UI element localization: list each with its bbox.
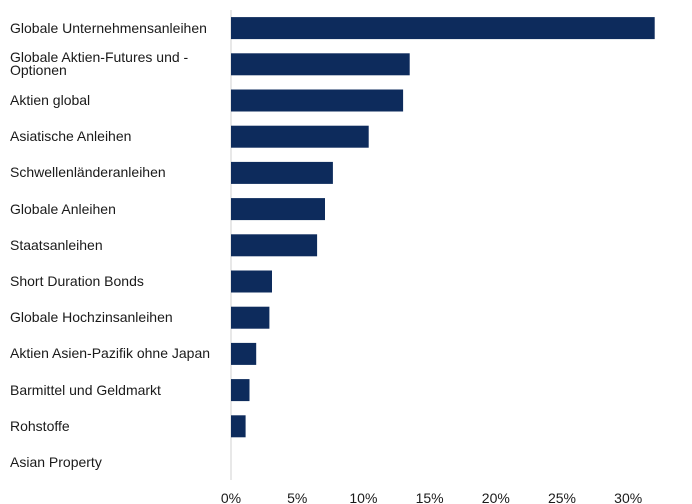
bar-11 — [231, 379, 250, 402]
category-label: Staatsanleihen — [10, 236, 103, 253]
category-label: Globale Aktien-Futures und -Optionen — [10, 49, 189, 79]
x-tick-label: 0% — [221, 490, 241, 504]
x-tick-label: 10% — [349, 490, 377, 504]
category-label: Rohstoffe — [10, 417, 70, 434]
bar-7 — [231, 234, 318, 257]
bar-1 — [231, 17, 655, 40]
bar-10 — [231, 342, 257, 365]
x-tick-label: 15% — [416, 490, 444, 504]
bar-8 — [231, 270, 272, 293]
category-label: Schwellenländeranleihen — [10, 164, 166, 181]
category-label: Globale Hochzinsanleihen — [10, 309, 173, 326]
category-label: Globale Anleihen — [10, 200, 116, 217]
x-tick-label: 30% — [614, 490, 642, 504]
bar-2 — [231, 53, 410, 76]
bar-5 — [231, 161, 333, 184]
bar-4 — [231, 125, 369, 148]
bar-6 — [231, 198, 325, 221]
bar-3 — [231, 89, 404, 112]
x-tick-label: 25% — [548, 490, 576, 504]
category-label: Globale Unternehmensanleihen — [10, 19, 207, 36]
category-label: Aktien Asien-Pazifik ohne Japan — [10, 345, 211, 362]
category-label: Asian Property — [10, 454, 102, 470]
category-label: Aktien global — [10, 92, 91, 108]
bar-9 — [231, 306, 270, 329]
x-tick-label: 5% — [287, 490, 307, 504]
category-label: Barmittel und Geldmarkt — [10, 381, 161, 398]
x-tick-label: 20% — [482, 490, 510, 504]
bar-12 — [231, 415, 246, 438]
category-label: Short Duration Bonds — [10, 273, 144, 289]
category-label: Asiatische Anleihen — [10, 128, 132, 145]
